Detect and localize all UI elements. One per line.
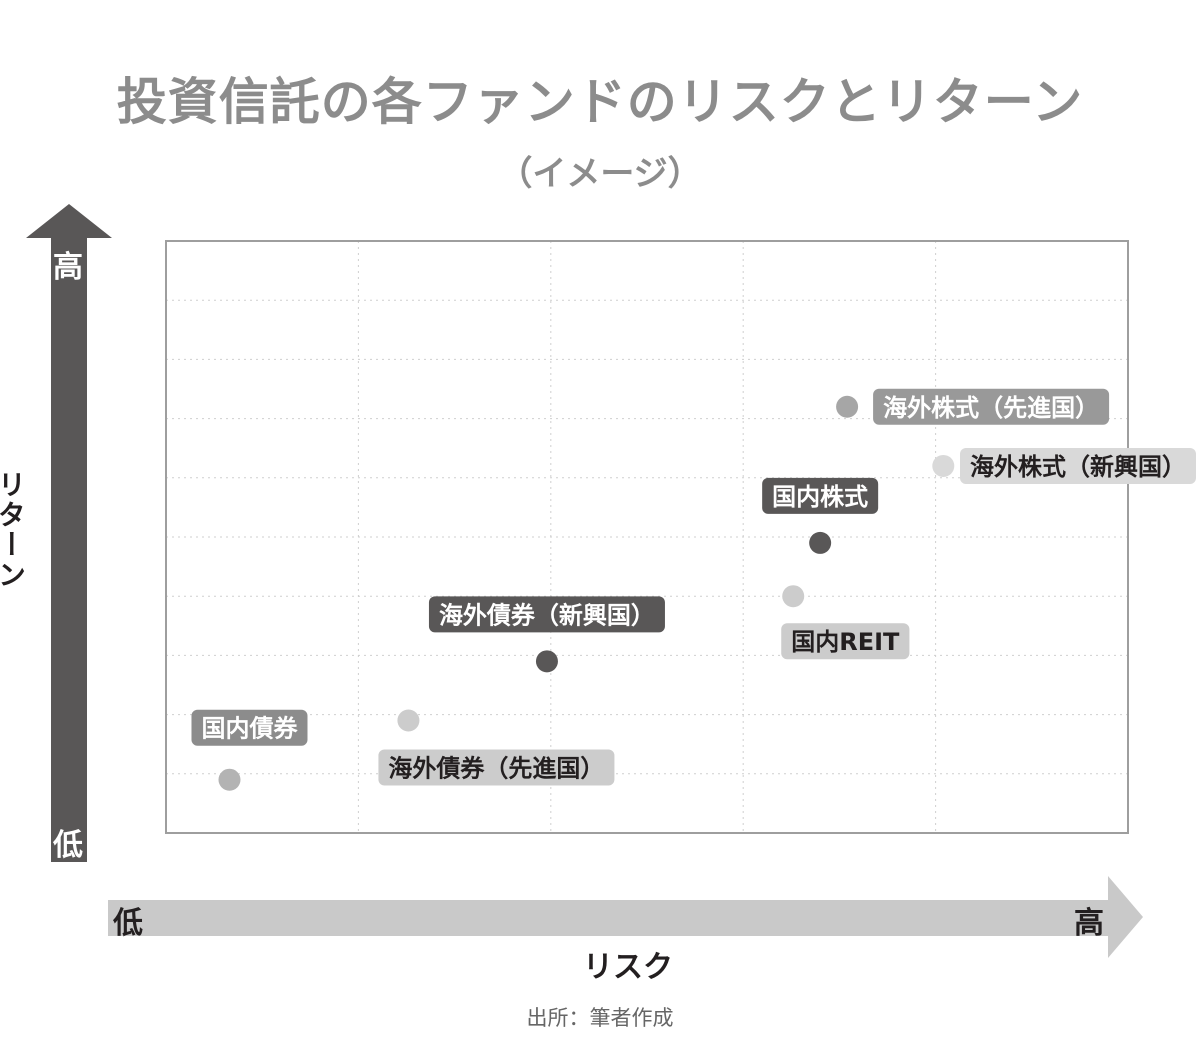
data-point <box>782 585 805 608</box>
label-box <box>781 623 910 660</box>
label-text: 海外債券（新興国） <box>439 601 655 629</box>
x-axis-high-label: 高 <box>1074 906 1104 941</box>
data-point-label: 国内株式 <box>762 477 879 514</box>
label-box <box>960 447 1196 484</box>
label-text: 海外株式（新興国） <box>970 453 1186 481</box>
data-point <box>836 395 859 418</box>
data-point <box>218 768 241 791</box>
y-axis-title: リターン <box>0 470 27 590</box>
data-point <box>535 650 558 673</box>
label-box <box>378 749 615 786</box>
data-point-label: 海外株式（新興国） <box>960 447 1196 484</box>
data-point <box>397 709 420 732</box>
label-box <box>873 388 1110 425</box>
x-axis-title: リスク <box>583 950 673 985</box>
chart-title: 投資信託の各ファンドのリスクとリターン <box>116 73 1084 131</box>
plot-frame <box>165 240 1129 834</box>
data-point-label: 国内REIT <box>781 623 910 660</box>
chart-subtitle: （イメージ） <box>498 154 702 194</box>
label-text: 国内株式 <box>772 483 868 511</box>
data-point <box>809 531 832 554</box>
label-box <box>762 477 879 514</box>
data-point <box>932 454 955 477</box>
grid-layer <box>166 241 1128 833</box>
x-axis-arrow <box>108 876 1143 958</box>
data-point-label: 海外株式（先進国） <box>873 388 1110 425</box>
label-text: 海外株式（先進国） <box>883 394 1099 422</box>
y-axis-high-label: 高 <box>53 250 83 285</box>
data-point-label: 海外債券（先進国） <box>378 749 615 786</box>
y-axis-arrow <box>26 204 112 862</box>
x-axis-low-label: 低 <box>113 906 143 941</box>
label-box <box>191 709 308 746</box>
source-note: 出所：筆者作成 <box>526 1006 674 1030</box>
data-point-label: 海外債券（新興国） <box>428 596 665 633</box>
y-axis-low-label: 低 <box>53 828 83 863</box>
points-layer <box>218 395 955 791</box>
label-box <box>428 596 665 633</box>
label-text: 国内REIT <box>791 628 900 656</box>
axis-layer <box>26 204 1143 958</box>
data-point-label: 国内債券 <box>191 709 308 746</box>
label-text: 海外債券（先進国） <box>388 755 604 783</box>
label-text: 国内債券 <box>201 715 298 743</box>
